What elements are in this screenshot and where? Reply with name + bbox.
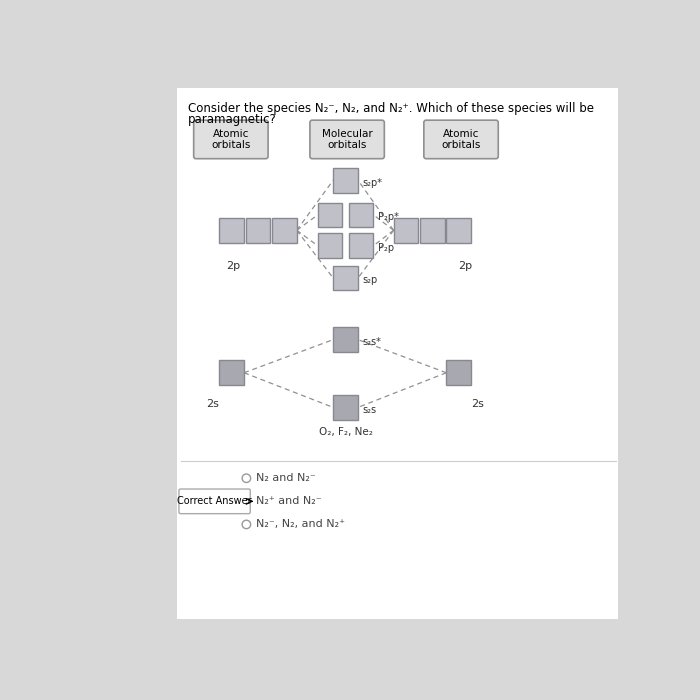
FancyBboxPatch shape xyxy=(393,218,419,243)
Text: N₂ and N₂⁻: N₂ and N₂⁻ xyxy=(256,473,316,483)
Text: s₂s: s₂s xyxy=(363,405,377,414)
FancyBboxPatch shape xyxy=(219,218,244,243)
FancyBboxPatch shape xyxy=(194,120,268,159)
Text: s₂p: s₂p xyxy=(363,275,378,286)
Text: O₂, F₂, Ne₂: O₂, F₂, Ne₂ xyxy=(318,428,372,438)
Text: Atomic
orbitals: Atomic orbitals xyxy=(211,129,251,150)
Text: 2p: 2p xyxy=(458,261,472,271)
Text: N₂⁻, N₂, and N₂⁺: N₂⁻, N₂, and N₂⁺ xyxy=(256,519,344,529)
FancyBboxPatch shape xyxy=(420,218,444,243)
Circle shape xyxy=(242,520,251,528)
FancyBboxPatch shape xyxy=(447,218,471,243)
Text: s₂p*: s₂p* xyxy=(363,178,383,188)
FancyBboxPatch shape xyxy=(246,218,270,243)
Text: Molecular
orbitals: Molecular orbitals xyxy=(322,129,372,150)
FancyBboxPatch shape xyxy=(318,202,342,228)
FancyBboxPatch shape xyxy=(349,202,374,228)
FancyBboxPatch shape xyxy=(349,233,374,258)
FancyBboxPatch shape xyxy=(219,360,244,385)
FancyBboxPatch shape xyxy=(272,218,297,243)
Text: paramagnetic?: paramagnetic? xyxy=(188,113,277,126)
FancyBboxPatch shape xyxy=(333,395,358,420)
Text: Atomic
orbitals: Atomic orbitals xyxy=(442,129,481,150)
FancyBboxPatch shape xyxy=(424,120,498,159)
FancyBboxPatch shape xyxy=(179,489,251,514)
Text: Consider the species N₂⁻, N₂, and N₂⁺. Which of these species will be: Consider the species N₂⁻, N₂, and N₂⁺. W… xyxy=(188,102,594,115)
Text: P₂p*: P₂p* xyxy=(378,212,399,222)
Text: 2s: 2s xyxy=(471,399,484,409)
FancyBboxPatch shape xyxy=(333,328,358,352)
FancyBboxPatch shape xyxy=(333,168,358,193)
Text: s₂s*: s₂s* xyxy=(363,337,382,347)
FancyBboxPatch shape xyxy=(447,360,471,385)
Text: 2p: 2p xyxy=(226,261,240,271)
Text: N₂⁺ and N₂⁻: N₂⁺ and N₂⁻ xyxy=(256,496,321,506)
FancyBboxPatch shape xyxy=(318,233,342,258)
FancyBboxPatch shape xyxy=(310,120,384,159)
FancyBboxPatch shape xyxy=(176,88,618,620)
Text: P₂p: P₂p xyxy=(378,243,394,253)
Text: Correct Answer: Correct Answer xyxy=(177,496,252,506)
FancyBboxPatch shape xyxy=(333,266,358,290)
Text: 2s: 2s xyxy=(206,399,220,409)
Circle shape xyxy=(242,474,251,482)
Circle shape xyxy=(242,497,251,505)
